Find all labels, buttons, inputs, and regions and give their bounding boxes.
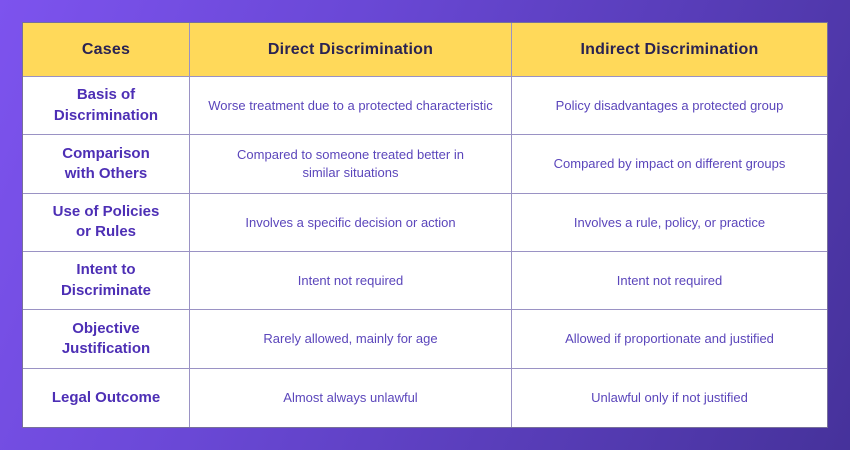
- cell-policies-indirect: Involves a rule, policy, or practice: [512, 194, 827, 252]
- cell-outcome-direct: Almost always unlawful: [190, 368, 512, 427]
- cell-basis-direct: Worse treatment due to a protected chara…: [190, 77, 512, 136]
- row-label-objective-justification: Objective Justification: [23, 310, 190, 369]
- cell-basis-indirect: Policy disadvantages a protected group: [512, 77, 827, 136]
- cell-comparison-indirect: Compared by impact on different groups: [512, 135, 827, 194]
- cell-outcome-indirect: Unlawful only if not justified: [591, 390, 748, 406]
- header-cell-cases: Cases: [23, 23, 190, 77]
- row-label-use-of-policies: Use of Policies or Rules: [23, 193, 190, 252]
- cell-justification-direct: Rarely allowed, mainly for age: [190, 310, 512, 369]
- row-label-basis-of-discrimination: Basis of Discrimination: [23, 77, 190, 136]
- header-cell-indirect-discrimination: Indirect Discrimination: [512, 23, 827, 77]
- cell-comparison-direct: Compared to someone treated better in si…: [190, 135, 512, 194]
- row-label-comparison-with-others: Comparison with Others: [23, 135, 190, 194]
- header-cell-direct-discrimination: Direct Discrimination: [190, 23, 512, 77]
- cell-intent-indirect: Intent not required: [512, 252, 827, 311]
- cell-policies-direct: Involves a specific decision or action: [190, 193, 512, 252]
- row-label-legal-outcome: Legal Outcome: [23, 368, 190, 427]
- row-label-intent-to-discriminate: Intent to Discriminate: [23, 251, 190, 311]
- cell-justification-indirect: Allowed if proportionate and justified: [512, 310, 827, 369]
- comparison-table: Cases Direct Discrimination Indirect Dis…: [22, 22, 828, 428]
- cell-intent-direct: Intent not required: [190, 251, 512, 311]
